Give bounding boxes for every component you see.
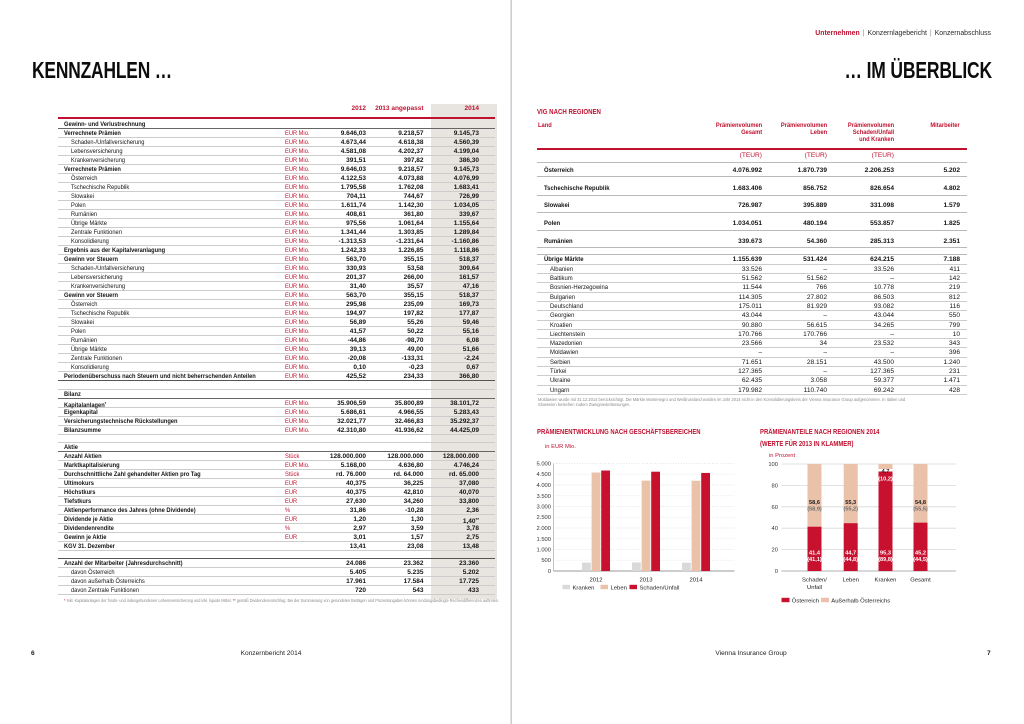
svg-text:2.500: 2.500 (536, 515, 551, 521)
svg-text:100: 100 (768, 462, 778, 468)
svg-text:3.500: 3.500 (536, 494, 551, 500)
svg-text:Leben: Leben (843, 578, 859, 584)
svg-text:20: 20 (772, 548, 778, 554)
svg-text:(41,1): (41,1) (807, 557, 822, 563)
svg-text:80: 80 (772, 483, 778, 489)
svg-text:4.500: 4.500 (536, 472, 551, 478)
svg-text:Kranken: Kranken (875, 578, 897, 584)
svg-text:(89,8): (89,8) (878, 557, 893, 563)
svg-text:Kranken: Kranken (573, 585, 595, 591)
svg-text:Unfall: Unfall (807, 585, 822, 591)
svg-text:5.000: 5.000 (536, 462, 551, 468)
svg-text:2014: 2014 (689, 578, 703, 584)
svg-text:55,3: 55,3 (845, 500, 856, 506)
svg-text:41,4: 41,4 (809, 551, 821, 557)
svg-text:Leben: Leben (611, 585, 627, 591)
svg-text:40: 40 (772, 526, 778, 532)
svg-text:4,7: 4,7 (882, 469, 890, 475)
svg-text:Schaden/Unfall: Schaden/Unfall (640, 585, 680, 591)
svg-text:2013: 2013 (639, 578, 653, 584)
svg-text:(44,8): (44,8) (843, 557, 858, 563)
svg-text:(44,5): (44,5) (913, 557, 928, 563)
svg-text:60: 60 (772, 505, 778, 511)
svg-text:0: 0 (548, 569, 551, 575)
svg-text:(55,5): (55,5) (913, 507, 928, 513)
svg-text:1.000: 1.000 (536, 548, 551, 554)
svg-text:0: 0 (775, 569, 778, 575)
svg-text:3.000: 3.000 (536, 505, 551, 511)
svg-text:54,8: 54,8 (915, 500, 926, 506)
svg-text:(58,9): (58,9) (807, 507, 822, 513)
svg-text:500: 500 (541, 558, 551, 564)
svg-text:Gesamt: Gesamt (910, 578, 931, 584)
svg-text:2.000: 2.000 (536, 526, 551, 532)
svg-text:95,3: 95,3 (880, 551, 891, 557)
svg-text:44,7: 44,7 (845, 551, 856, 557)
svg-text:Außerhalb Österreichs: Außerhalb Österreichs (831, 597, 890, 604)
svg-text:Österreich: Österreich (792, 597, 819, 604)
svg-text:2012: 2012 (589, 578, 602, 584)
svg-text:58,6: 58,6 (809, 500, 820, 506)
svg-text:(55,2): (55,2) (843, 507, 858, 513)
svg-text:Schaden/: Schaden/ (802, 578, 827, 584)
svg-text:45,2: 45,2 (915, 551, 926, 557)
svg-text:1.500: 1.500 (536, 537, 551, 543)
svg-text:(10,2): (10,2) (878, 477, 893, 483)
svg-text:4.000: 4.000 (536, 483, 551, 489)
